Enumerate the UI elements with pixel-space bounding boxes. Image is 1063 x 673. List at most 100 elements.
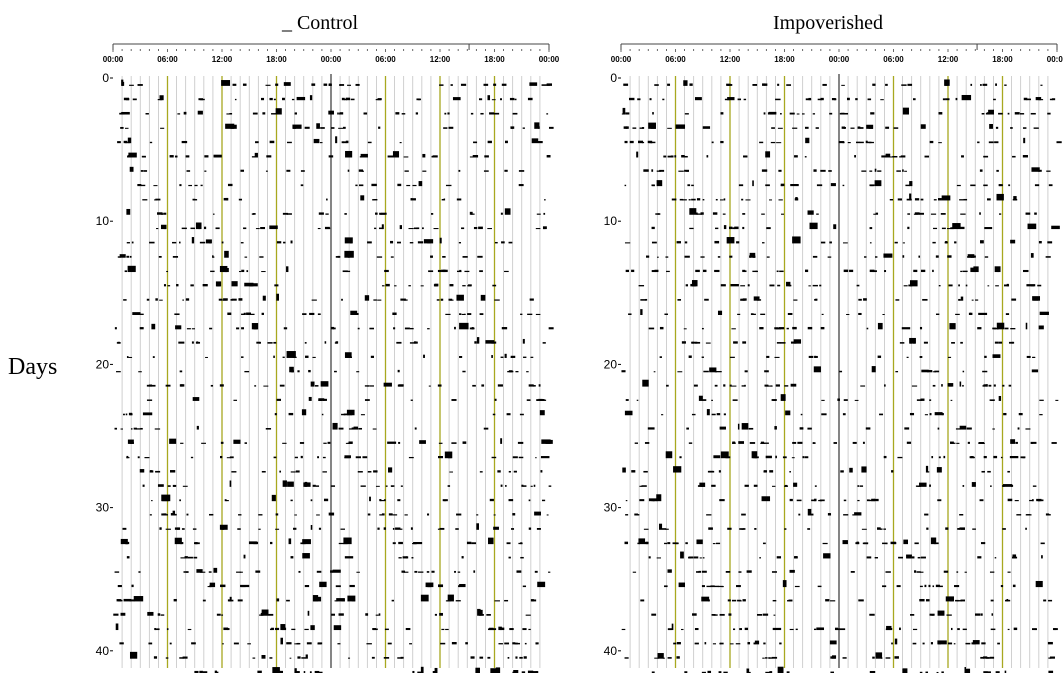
activity-bout (673, 642, 677, 645)
activity-bout (256, 341, 261, 344)
activity-bout (776, 342, 781, 344)
activity-bout (173, 598, 177, 602)
activity-bout (296, 96, 306, 101)
activity-bout (451, 642, 457, 645)
activity-bout (384, 269, 389, 273)
activity-bout (120, 612, 126, 616)
y-axis-label: Days (8, 354, 57, 380)
activity-bout (412, 670, 415, 673)
activity-bout (667, 569, 672, 573)
activity-bout (788, 599, 793, 602)
activity-bout (932, 585, 935, 588)
activity-bout (183, 571, 189, 573)
activity-bout (212, 213, 215, 215)
activity-bout (904, 170, 907, 172)
activity-bout (200, 184, 203, 187)
activity-bout (962, 370, 965, 373)
activity-bout (508, 556, 511, 559)
activity-bout (1020, 456, 1026, 459)
activity-bout (149, 470, 153, 473)
activity-bout (194, 184, 198, 187)
activity-bout (262, 295, 266, 301)
activity-bout (786, 84, 792, 86)
activity-bout (459, 322, 469, 330)
activity-bout (181, 528, 185, 530)
activity-bout (902, 169, 904, 172)
activity-bout (785, 410, 791, 416)
activity-bout (403, 156, 409, 158)
activity-bout (343, 141, 347, 144)
activity-bout (684, 241, 688, 244)
activity-bout (328, 512, 335, 516)
activity-bout (387, 441, 397, 444)
activity-bout (895, 371, 899, 373)
activity-bout (859, 485, 864, 487)
activity-bout (775, 455, 777, 459)
activity-bout (775, 98, 781, 101)
activity-bout (129, 255, 132, 258)
activity-bout (459, 269, 462, 273)
activity-bout (796, 113, 800, 115)
activity-bout (347, 169, 350, 172)
activity-bout (493, 112, 500, 115)
activity-bout (837, 398, 840, 401)
activity-bout (752, 83, 758, 86)
activity-bout (1022, 127, 1027, 129)
activity-bout (345, 140, 349, 144)
activity-bout (450, 84, 453, 86)
activity-bout (458, 242, 462, 244)
activity-bout (456, 198, 462, 201)
activity-bout (654, 269, 659, 273)
activity-bout (928, 584, 931, 588)
activity-bout (430, 213, 434, 215)
activity-bout (154, 627, 156, 631)
activity-bout (909, 280, 918, 287)
activity-bout (624, 541, 629, 545)
activity-bout (138, 571, 141, 573)
activity-bout (282, 356, 285, 358)
activity-bout (641, 141, 645, 144)
activity-bout (355, 184, 358, 187)
activity-bout (965, 642, 971, 645)
activity-bout (699, 482, 706, 487)
activity-bout (654, 657, 659, 659)
activity-bout (241, 327, 244, 330)
activity-bout (846, 313, 850, 316)
activity-bout (480, 112, 484, 115)
activity-bout (770, 141, 776, 144)
activity-bout (190, 227, 196, 230)
activity-bout (366, 385, 369, 387)
activity-bout (336, 598, 345, 602)
activity-bout (349, 584, 355, 588)
activity-bout (331, 613, 336, 616)
activity-bout (1038, 99, 1044, 101)
activity-bout (528, 628, 531, 631)
activity-bout (963, 198, 968, 201)
activity-bout (701, 327, 704, 330)
activity-bout (541, 499, 546, 502)
activity-bout (229, 480, 232, 487)
activity-bout (924, 155, 930, 158)
activity-bout (866, 124, 874, 129)
activity-bout (847, 142, 851, 144)
activity-bout (771, 127, 775, 129)
activity-bout (731, 328, 736, 330)
activity-bout (795, 628, 798, 631)
activity-bout (682, 155, 688, 158)
activity-bout (376, 256, 383, 258)
activity-bout (303, 671, 306, 673)
activity-bout (742, 213, 746, 215)
activity-bout (470, 656, 475, 659)
activity-bout (820, 97, 824, 101)
activity-bout (949, 384, 952, 387)
activity-bout (808, 97, 811, 101)
activity-bout (534, 511, 541, 516)
activity-bout (689, 208, 697, 215)
activity-bout (244, 256, 248, 258)
activity-bout (830, 183, 836, 187)
activity-bout (418, 181, 423, 187)
activity-bout (719, 613, 725, 616)
activity-bout (292, 355, 296, 358)
activity-bout (1047, 241, 1053, 244)
activity-bout (131, 584, 134, 588)
